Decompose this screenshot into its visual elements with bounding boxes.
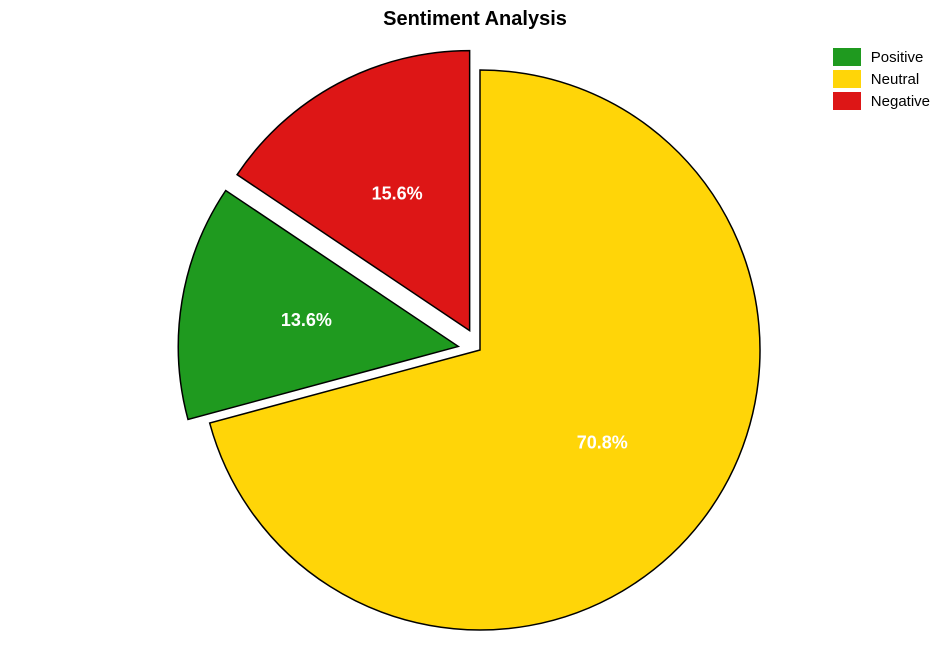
slice-label-negative: 15.6% (372, 183, 423, 203)
legend-label-negative: Negative (871, 93, 930, 110)
legend-item-negative: Negative (833, 92, 930, 110)
slice-label-neutral: 70.8% (577, 432, 628, 452)
chart-title: Sentiment Analysis (383, 8, 567, 31)
legend-swatch-positive (833, 48, 861, 66)
legend-item-positive: Positive (833, 48, 930, 66)
legend: Positive Neutral Negative (833, 48, 930, 114)
legend-item-neutral: Neutral (833, 70, 930, 88)
sentiment-pie-chart: Sentiment Analysis 70.8% 13.6% 15.6% Posit… (0, 0, 950, 662)
legend-swatch-negative (833, 92, 861, 110)
legend-label-neutral: Neutral (871, 71, 919, 88)
legend-label-positive: Positive (871, 49, 924, 66)
pie-svg: 70.8% 13.6% 15.6% (140, 40, 820, 660)
slice-label-positive: 13.6% (281, 310, 332, 330)
legend-swatch-neutral (833, 70, 861, 88)
